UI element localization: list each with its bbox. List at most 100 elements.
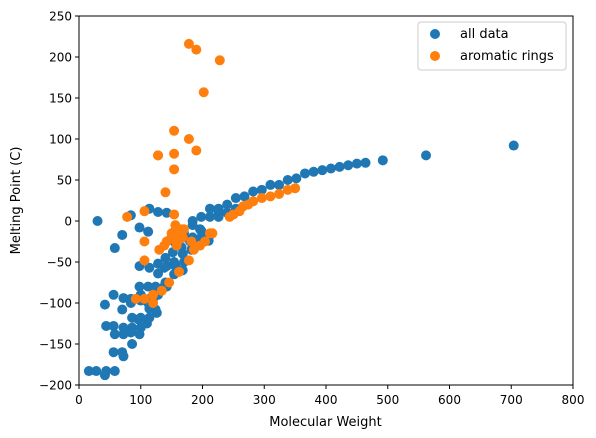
data-point-all-data — [99, 299, 110, 310]
data-point-all-data — [134, 281, 145, 292]
data-point-aromatic-rings — [130, 293, 141, 304]
data-point-aromatic-rings — [164, 277, 175, 288]
data-point-aromatic-rings — [169, 209, 180, 220]
data-point-all-data — [265, 179, 276, 190]
data-point-all-data — [109, 243, 120, 254]
data-point-all-data — [99, 370, 110, 381]
x-tick-label: 100 — [129, 393, 152, 407]
x-tick-label: 0 — [75, 393, 83, 407]
data-point-aromatic-rings — [139, 236, 150, 247]
x-tick-label: 500 — [376, 393, 399, 407]
data-point-all-data — [144, 312, 155, 323]
data-point-aromatic-rings — [214, 55, 225, 66]
y-tick-label: −150 — [39, 338, 72, 352]
x-tick-label: 800 — [562, 393, 585, 407]
data-point-all-data — [204, 203, 215, 214]
data-point-all-data — [144, 262, 155, 273]
data-point-all-data — [91, 366, 102, 377]
data-point-all-data — [308, 166, 319, 177]
data-point-all-data — [92, 216, 103, 226]
y-tick-label: 0 — [64, 215, 72, 229]
data-point-aromatic-rings — [207, 228, 218, 239]
data-point-aromatic-rings — [153, 150, 164, 161]
legend-marker-aromatic-rings — [430, 51, 440, 61]
y-tick-label: 150 — [49, 92, 72, 106]
data-point-all-data — [118, 351, 129, 362]
data-point-all-data — [134, 329, 145, 340]
data-point-all-data — [300, 168, 310, 179]
data-point-all-data — [222, 199, 233, 210]
data-point-all-data — [230, 193, 241, 204]
data-point-all-data — [160, 252, 171, 263]
data-point-aromatic-rings — [169, 125, 180, 136]
data-point-all-data — [153, 206, 164, 217]
data-point-all-data — [343, 160, 354, 171]
data-point-aromatic-rings — [178, 224, 189, 235]
ticks: 0 100 200 300 400 500 600 700 800 −200 −150 −100 −50… — [39, 10, 584, 408]
data-point-all-data — [351, 158, 362, 169]
data-point-all-data — [213, 211, 224, 222]
y-tick-label: −100 — [39, 297, 72, 311]
data-point-all-data — [117, 229, 128, 240]
data-point-all-data — [109, 329, 120, 340]
data-point-aromatic-rings — [148, 289, 159, 300]
x-axis-label: Molecular Weight — [269, 415, 382, 430]
data-point-all-data — [204, 211, 215, 222]
y-tick-label: 100 — [49, 133, 72, 147]
data-point-all-data — [421, 150, 432, 161]
data-point-all-data — [134, 222, 145, 233]
data-point-all-data — [187, 216, 198, 226]
x-tick-label: 400 — [315, 393, 338, 407]
x-tick-label: 200 — [191, 393, 214, 407]
data-point-aromatic-rings — [122, 211, 133, 222]
data-point-all-data — [135, 312, 146, 323]
legend-label-all-data: all data — [460, 27, 509, 42]
data-point-aromatic-rings — [290, 183, 301, 194]
data-point-all-data — [508, 140, 519, 151]
data-point-all-data — [334, 161, 345, 172]
data-point-all-data — [143, 226, 154, 237]
data-point-all-data — [248, 186, 259, 197]
data-point-all-data — [239, 191, 250, 202]
data-point-all-data — [377, 155, 388, 166]
data-point-aromatic-rings — [186, 236, 197, 247]
data-point-all-data — [118, 293, 129, 304]
x-tick-label: 600 — [438, 393, 461, 407]
legend-box — [417, 21, 567, 71]
data-point-aromatic-rings — [148, 298, 159, 308]
data-point-all-data — [118, 322, 129, 333]
data-point-aromatic-rings — [139, 255, 150, 266]
data-point-aromatic-rings — [265, 191, 276, 202]
axes — [78, 15, 574, 386]
plot-points — [83, 38, 519, 381]
data-point-aromatic-rings — [169, 148, 180, 159]
data-point-aromatic-rings — [156, 285, 167, 296]
data-point-all-data — [317, 165, 328, 176]
data-point-all-data — [83, 366, 94, 377]
data-point-aromatic-rings — [248, 196, 259, 207]
y-tick-label: 250 — [49, 10, 72, 24]
data-point-all-data — [143, 281, 154, 292]
data-point-all-data — [108, 347, 119, 358]
data-point-all-data — [196, 211, 207, 222]
data-point-all-data — [125, 327, 136, 338]
data-point-all-data — [291, 173, 302, 184]
data-point-all-data — [117, 304, 128, 315]
data-point-all-data — [325, 163, 336, 174]
data-point-aromatic-rings — [169, 164, 180, 175]
plot-frame — [78, 15, 574, 386]
y-tick-label: −200 — [39, 379, 72, 393]
data-point-aromatic-rings — [183, 255, 194, 266]
x-tick-label: 700 — [500, 393, 523, 407]
legend-label-aromatic-rings: aromatic rings — [460, 49, 554, 64]
y-tick-label: 200 — [49, 51, 72, 65]
data-point-aromatic-rings — [183, 134, 194, 144]
y-tick-label: −50 — [47, 256, 72, 270]
data-point-all-data — [282, 175, 293, 185]
x-tick-label: 300 — [253, 393, 276, 407]
data-point-aromatic-rings — [198, 87, 209, 98]
y-axis-label: Melting Point (C) — [9, 147, 24, 255]
data-point-aromatic-rings — [183, 38, 194, 49]
data-point-all-data — [360, 157, 371, 168]
